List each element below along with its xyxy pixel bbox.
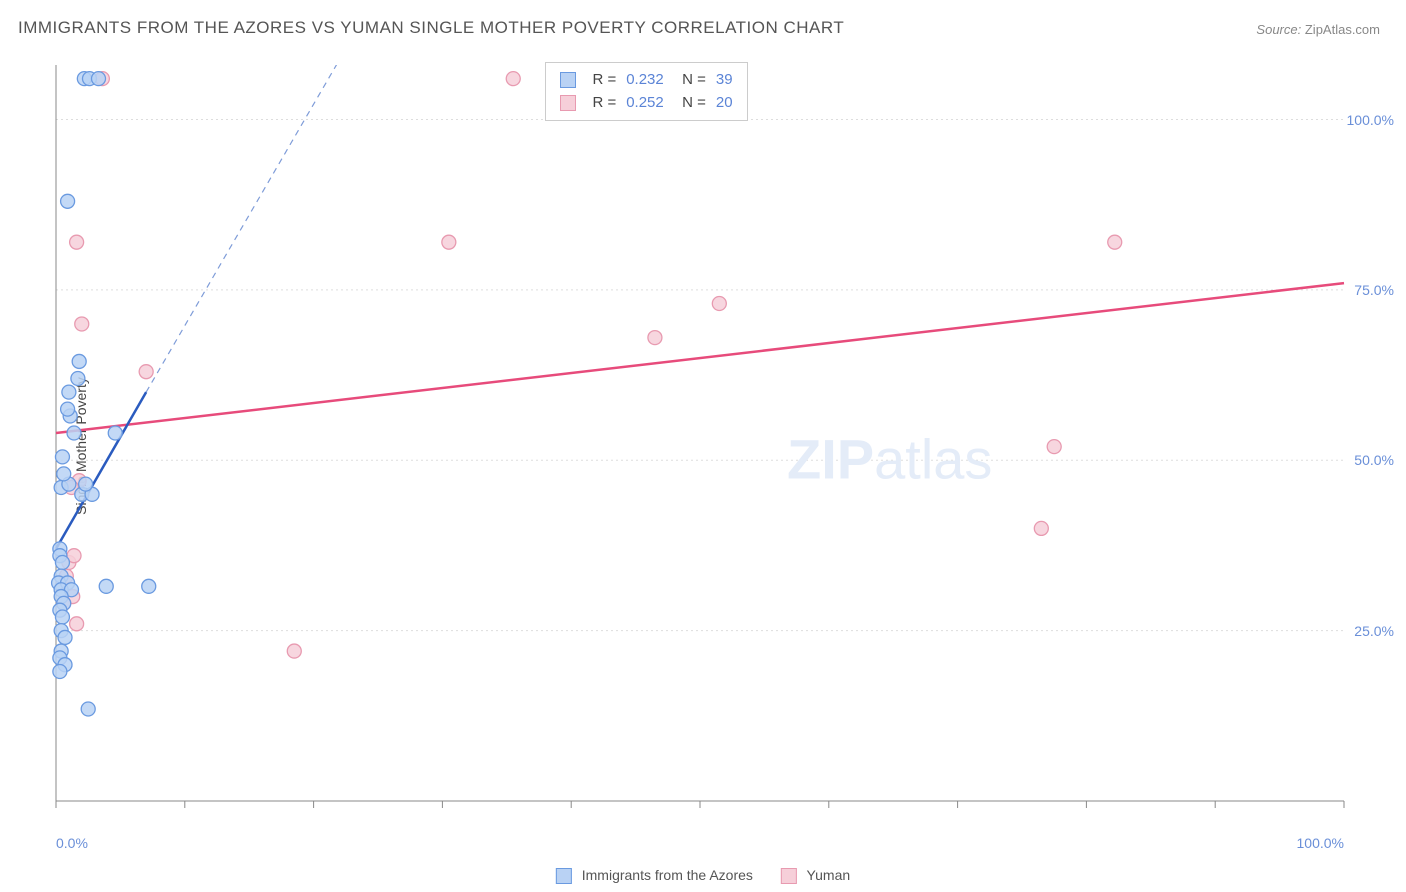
n-value: 20 bbox=[716, 92, 733, 115]
stats-legend-box: R = 0.232 N = 39 R = 0.252 N = 20 bbox=[545, 62, 747, 121]
legend-swatch-yuman bbox=[781, 868, 797, 884]
legend-label-azores: Immigrants from the Azores bbox=[582, 867, 753, 883]
stats-swatch bbox=[560, 95, 576, 111]
svg-text:ZIPatlas: ZIPatlas bbox=[787, 428, 992, 491]
legend-swatch-azores bbox=[556, 868, 572, 884]
legend-item-azores: Immigrants from the Azores bbox=[556, 867, 753, 884]
n-label: N = bbox=[674, 69, 706, 92]
r-value: 0.232 bbox=[626, 69, 664, 92]
stats-swatch bbox=[560, 72, 576, 88]
stats-row: R = 0.232 N = 39 bbox=[560, 69, 732, 92]
y-tick-label: 25.0% bbox=[1334, 623, 1394, 639]
n-value: 39 bbox=[716, 69, 733, 92]
r-value: 0.252 bbox=[626, 92, 664, 115]
legend-item-yuman: Yuman bbox=[781, 867, 850, 884]
bottom-legend: Immigrants from the Azores Yuman bbox=[556, 867, 850, 884]
source-label: Source: bbox=[1256, 22, 1301, 37]
source-value: ZipAtlas.com bbox=[1305, 22, 1380, 37]
source-attribution: Source: ZipAtlas.com bbox=[1256, 22, 1380, 37]
r-label: R = bbox=[592, 69, 616, 92]
x-tick-label: 0.0% bbox=[56, 835, 88, 851]
y-tick-label: 75.0% bbox=[1334, 282, 1394, 298]
y-tick-label: 100.0% bbox=[1334, 112, 1394, 128]
chart-title: IMMIGRANTS FROM THE AZORES VS YUMAN SING… bbox=[18, 18, 844, 38]
stats-row: R = 0.252 N = 20 bbox=[560, 92, 732, 115]
scatter-svg: ZIPatlas bbox=[50, 55, 1390, 825]
legend-label-yuman: Yuman bbox=[807, 867, 851, 883]
n-label: N = bbox=[674, 92, 706, 115]
y-tick-label: 50.0% bbox=[1334, 452, 1394, 468]
chart-plot-area: ZIPatlas 25.0%50.0%75.0%100.0%0.0%100.0% bbox=[50, 55, 1390, 825]
r-label: R = bbox=[592, 92, 616, 115]
x-tick-label: 100.0% bbox=[1297, 835, 1344, 851]
